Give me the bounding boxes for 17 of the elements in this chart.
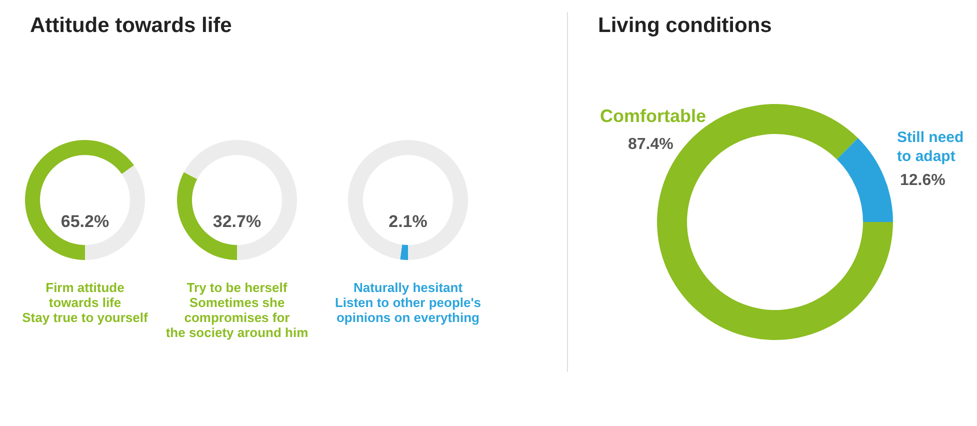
data-label: 87.4% [628,136,674,154]
slice-label: Comfortable [600,106,706,126]
slice-label: Still need to adapt [897,128,964,166]
data-label: 32.7% [212,212,262,232]
donut-slice [25,140,134,260]
donut-slice [348,140,468,260]
chart-title: Attitude towards life [30,14,232,38]
data-label: 12.6% [900,172,946,190]
data-label: 2.1% [388,212,428,232]
slice-label: Firm attitude towards life Stay true to yourself [21,280,149,325]
chart-title: Living conditions [598,14,772,38]
donut-slice [836,138,893,222]
slice-label: Naturally hesitant Listen to other people's opinions on everything [334,280,482,325]
slice-label: Try to be herself Sometimes she compromises for the society around him [164,280,310,340]
donut-slice [400,244,408,260]
data-label: 65.2% [60,212,110,232]
donut-slice [184,140,297,260]
